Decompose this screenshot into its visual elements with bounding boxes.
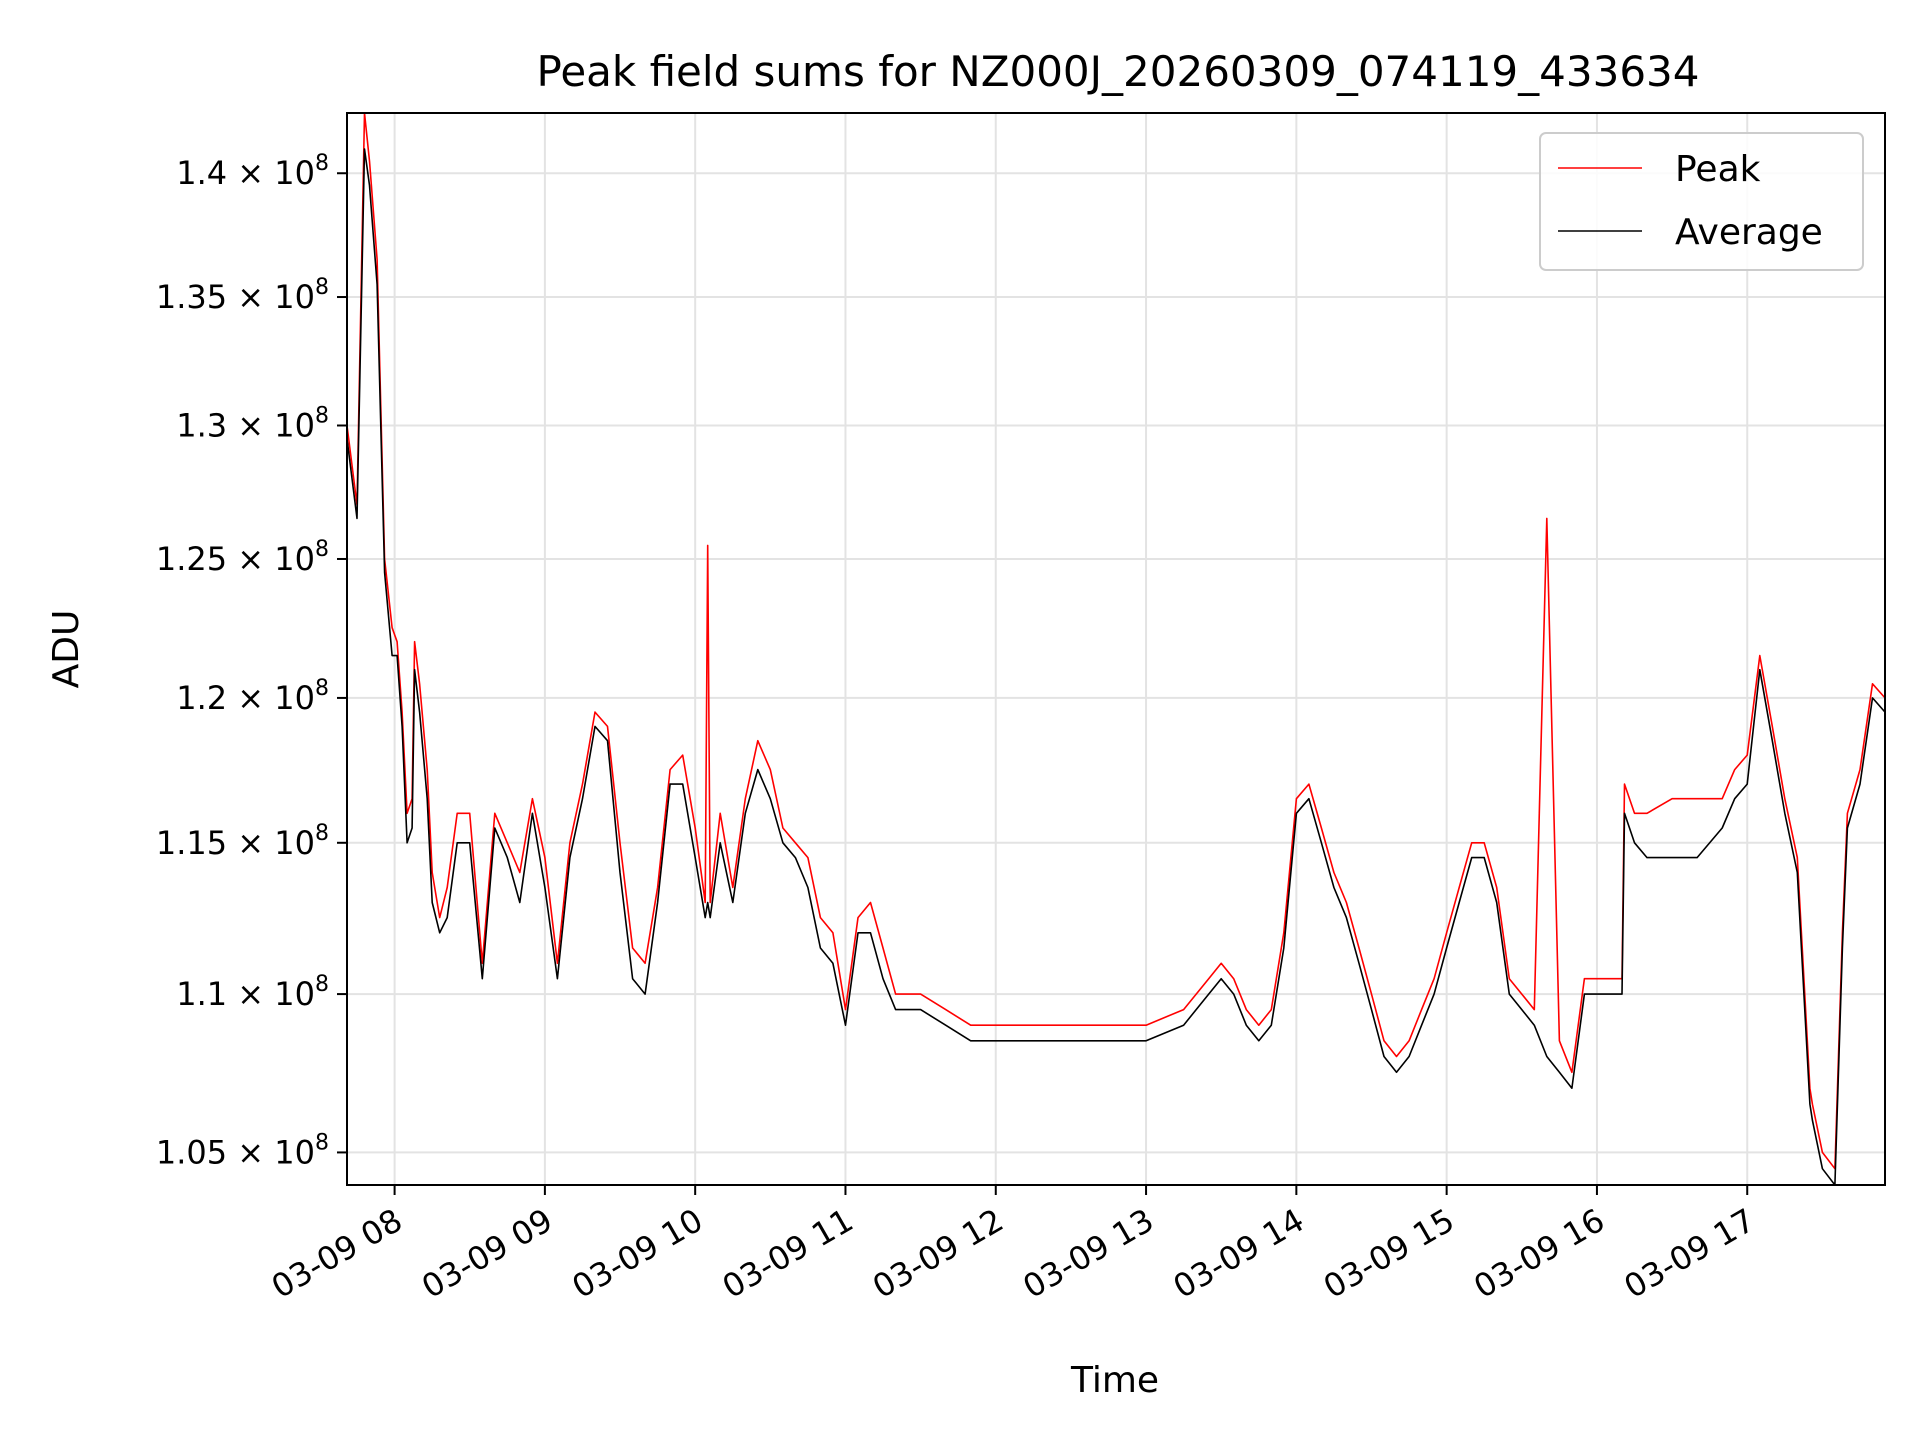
y-tick-label: 1.3 × 108 [176, 403, 329, 444]
legend-label-peak: Peak [1675, 149, 1761, 190]
chart-title: Peak field sums for NZ000J_20260309_0741… [537, 47, 1700, 96]
series-lines [347, 113, 1885, 1185]
legend: Peak Average [1539, 132, 1864, 271]
y-tick-label: 1.05 × 108 [156, 1130, 329, 1171]
series-line-average [347, 148, 1885, 1185]
y-tick-label: 1.1 × 108 [176, 972, 329, 1013]
plot-frame [346, 112, 1886, 1186]
y-tick-label: 1.35 × 108 [156, 275, 329, 316]
y-tick-label: 1.25 × 108 [156, 537, 329, 578]
y-axis-label: ADU [46, 610, 87, 689]
y-axis-ticks: 1.05 × 108 1.1 × 108 1.15 × 108 1.2 × 108 1.… [156, 151, 347, 1171]
y-tick-label: 1.2 × 108 [176, 676, 329, 717]
y-tick-label: 1.15 × 108 [156, 821, 329, 862]
x-axis-label: Time [1070, 1360, 1159, 1401]
y-tick-label: 1.4 × 108 [176, 151, 329, 192]
series-line-peak [347, 113, 1885, 1170]
grid [347, 113, 1885, 1185]
legend-label-average: Average [1675, 212, 1823, 253]
